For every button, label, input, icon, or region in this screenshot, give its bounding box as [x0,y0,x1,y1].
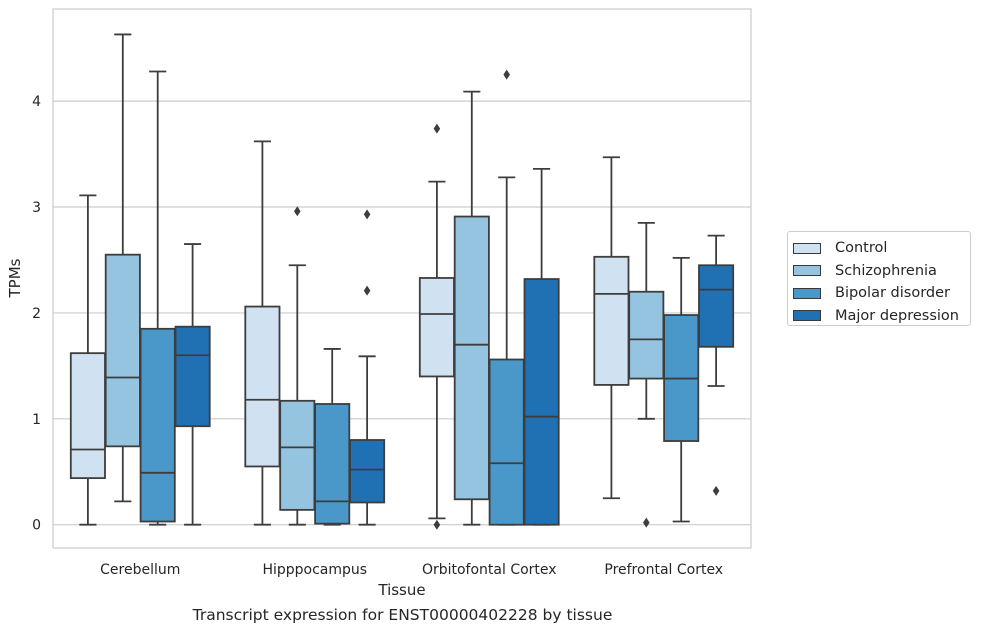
legend-swatch [793,242,821,254]
x-tick-label: Cerebellum [100,562,180,578]
legend-label: Major depression [835,307,959,324]
box-control [69,194,106,526]
legend-label: Control [835,240,888,256]
box-bipolar-disorder [663,256,700,523]
x-tick-label: Prefrontal Cortex [604,562,723,578]
box-iqr [418,277,455,378]
legend: Control Schizophrenia Bipolar disorder Majo… [787,231,971,326]
x-tick-label: Orbitofontal Cortex [422,562,557,578]
box-iqr [628,290,665,380]
legend-item: Control [793,238,887,258]
outlier-point [712,485,720,496]
outlier-point [294,206,301,217]
box-iqr [139,327,176,523]
box-iqr [593,255,630,386]
outlier-point [433,123,441,134]
box-bipolar-disorder [139,70,176,526]
y-tick-label: 4 [32,94,41,110]
y-tick-label: 1 [32,412,41,428]
box-iqr [104,253,141,448]
legend-swatch [793,287,821,299]
legend-label: Bipolar disorder [835,285,950,301]
box-iqr [453,215,490,501]
legend-swatch [793,265,821,276]
box-iqr [174,325,211,428]
box-schizophrenia [628,222,665,528]
legend-item: Bipolar disorder [793,283,950,303]
outlier-point [643,517,650,528]
legend-swatch [793,310,821,321]
box-major-depression [698,234,735,496]
y-tick-label: 2 [32,306,41,322]
legend-label: Schizophrenia [835,262,937,279]
box-major-depression [523,167,560,526]
box-iqr [523,278,560,526]
box-bipolar-disorder [314,348,351,526]
box-iqr [488,358,525,526]
outlier-point [363,285,371,296]
box-schizophrenia [453,90,490,526]
y-tick-label: 3 [32,200,41,216]
box-major-depression [349,209,386,526]
box-iqr [349,439,386,504]
box-major-depression [174,243,211,526]
box-iqr [69,352,106,480]
legend-item: Major depression [793,306,959,326]
box-control [418,123,455,530]
box-control [244,140,281,526]
chart-caption: Transcript expression for ENST0000040222… [192,606,613,624]
legend-item: Schizophrenia [793,261,937,281]
box-iqr [698,264,735,348]
box-bipolar-disorder [488,69,525,526]
outlier-point [363,209,371,220]
outlier-point [503,69,510,80]
y-tick-label: 0 [32,518,41,534]
x-axis-ticks: Cerebellum Hipppocampus Orbitofontal Corte… [100,562,723,578]
box-iqr [314,403,351,525]
box-schizophrenia [279,206,316,526]
outlier-point [433,519,441,530]
y-axis-ticks: 0 1 2 3 4 [32,94,41,534]
y-axis-label: TPMs [6,258,24,298]
x-axis-label: Tissue [377,581,425,599]
box-iqr [244,305,281,468]
box-iqr [279,399,316,511]
x-tick-label: Hipppocampus [262,562,367,578]
boxes [69,33,735,530]
